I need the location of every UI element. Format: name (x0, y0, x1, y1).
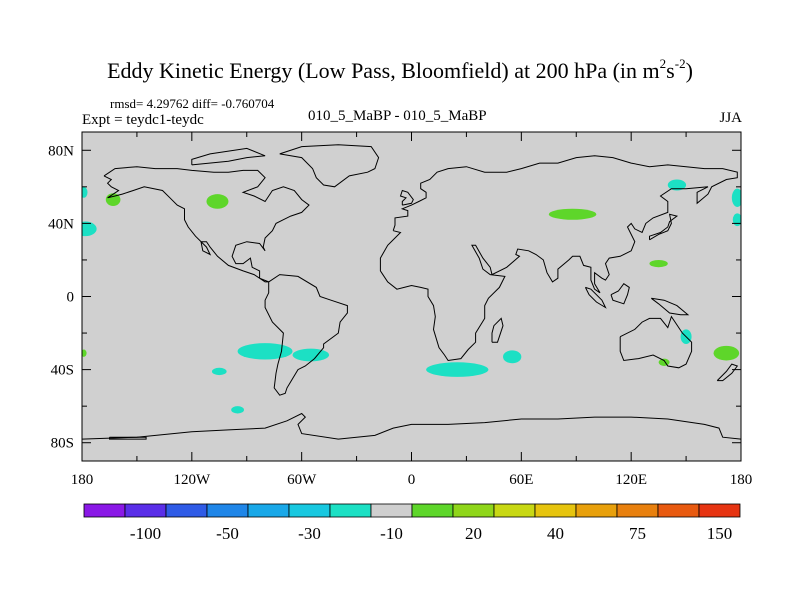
colorbar-swatch-1 (124, 503, 167, 518)
anomaly-n-pacific-west-edge-1 (82, 221, 97, 237)
colorbar-label-1: -50 (216, 524, 239, 543)
anomaly-n-america-west (206, 194, 229, 209)
colorbar-swatch-14 (657, 503, 700, 518)
anomaly-layer (82, 179, 741, 414)
coastline-new-guinea (650, 297, 690, 316)
axis-layer: 180 120W 60W 0 60E 120E 180 80N 40N 0 40S 80S (48, 132, 752, 488)
colorbar-label-0: -100 (130, 524, 161, 543)
anomaly-n-pacific-east (667, 179, 687, 191)
y-tick-label-0: 80N (48, 143, 74, 159)
chart-title: Eddy Kinetic Energy (Low Pass, Bloomfiel… (0, 55, 800, 84)
title-unit-s: s (666, 58, 675, 83)
colorbar-swatch-11 (534, 503, 577, 518)
x-tick-label-2: 60W (287, 472, 317, 488)
y-tick-label-1: 40N (48, 216, 74, 232)
coastline-layer (82, 144, 741, 440)
colorbar-swatch-15 (698, 503, 741, 518)
x-tick-label-1: 120W (173, 472, 211, 488)
colorbar-swatch-9 (452, 503, 495, 518)
title-close: ) (685, 58, 693, 83)
coastline-antarctica (82, 412, 741, 440)
x-tick-label-6: 180 (730, 472, 753, 488)
stats-label: rmsd= 4.29762 diff= -0.760704 (110, 96, 275, 111)
x-tick-label-0: 180 (71, 472, 94, 488)
colorbar-swatch-2 (165, 503, 208, 518)
y-tick-label-4: 80S (51, 436, 74, 452)
coastline-south-america (264, 274, 348, 396)
colorbar: -100 -50 -30 -10 20 40 75 150 (83, 503, 741, 543)
anomaly-asia-east (548, 208, 597, 220)
map-background (82, 132, 741, 461)
colorbar-swatch-3 (206, 503, 249, 518)
coastline-arctic-islands (191, 147, 266, 166)
anomaly-s-america-south (237, 343, 293, 360)
experiment-label: Expt = teydc1-teydc (82, 112, 204, 128)
coastline-australia (619, 315, 693, 369)
colorbar-swatch-10 (493, 503, 536, 518)
colorbar-label-2: -30 (298, 524, 321, 543)
anomaly-s-atlantic-west (292, 348, 330, 362)
coastline-antarctic-peninsula-shelf (109, 436, 147, 440)
colorbar-swatch-7 (370, 503, 413, 518)
title-unit-exponent-2: -2 (674, 55, 686, 71)
x-tick-label-4: 60E (509, 472, 533, 488)
colorbar-label-5: 40 (547, 524, 564, 543)
anomaly-s-pacific-south (231, 406, 245, 414)
colorbar-swatch-12 (575, 503, 618, 518)
anomaly-indian-ocean-south (503, 350, 522, 364)
colorbar-label-3: -10 (380, 524, 403, 543)
colorbar-label-7: 150 (707, 524, 733, 543)
season-label: JJA (719, 110, 742, 126)
coastline-madagascar (491, 317, 504, 343)
colorbar-swatch-6 (329, 503, 372, 518)
colorbar-label-4: 20 (465, 524, 482, 543)
colorbar-swatch-0 (83, 503, 126, 518)
anomaly-s-pacific-southwest (713, 345, 740, 361)
anomaly-pacific-east-edge-1 (731, 188, 741, 207)
anomaly-s-africa-south (426, 362, 489, 377)
coastline-japan (649, 213, 679, 241)
x-tick-label-3: 0 (408, 472, 416, 488)
y-tick-label-3: 40S (51, 363, 74, 379)
coastline-borneo (610, 283, 630, 305)
coastline-british-isles (399, 189, 414, 206)
y-tick-label-2: 0 (67, 290, 75, 306)
title-unit-exponent-1: 2 (659, 55, 667, 71)
coastline-new-zealand (716, 363, 739, 382)
anomaly-n-pacific-west-edge-2 (82, 186, 88, 198)
colorbar-swatch-13 (616, 503, 659, 518)
cases-label: 010_5_MaBP - 010_5_MaBP (308, 108, 487, 124)
anomaly-australia-interior (658, 358, 670, 366)
colorbar-swatch-4 (247, 503, 290, 518)
colorbar-swatch-5 (288, 503, 331, 518)
x-tick-label-5: 120E (615, 472, 647, 488)
colorbar-label-6: 75 (629, 524, 646, 543)
colorbar-swatch-8 (411, 503, 454, 518)
coastline-sumatra (584, 286, 607, 309)
coastline-north-america (103, 166, 310, 283)
anomaly-pacific-dateline-south (82, 349, 87, 357)
coastline-greenland (279, 144, 380, 188)
title-text: Eddy Kinetic Energy (Low Pass, Bloomfiel… (107, 58, 660, 83)
anomaly-w-pacific-tropics (649, 259, 668, 268)
anomaly-s-pacific-east (211, 367, 227, 376)
coastline-eurasia-africa (379, 155, 738, 362)
